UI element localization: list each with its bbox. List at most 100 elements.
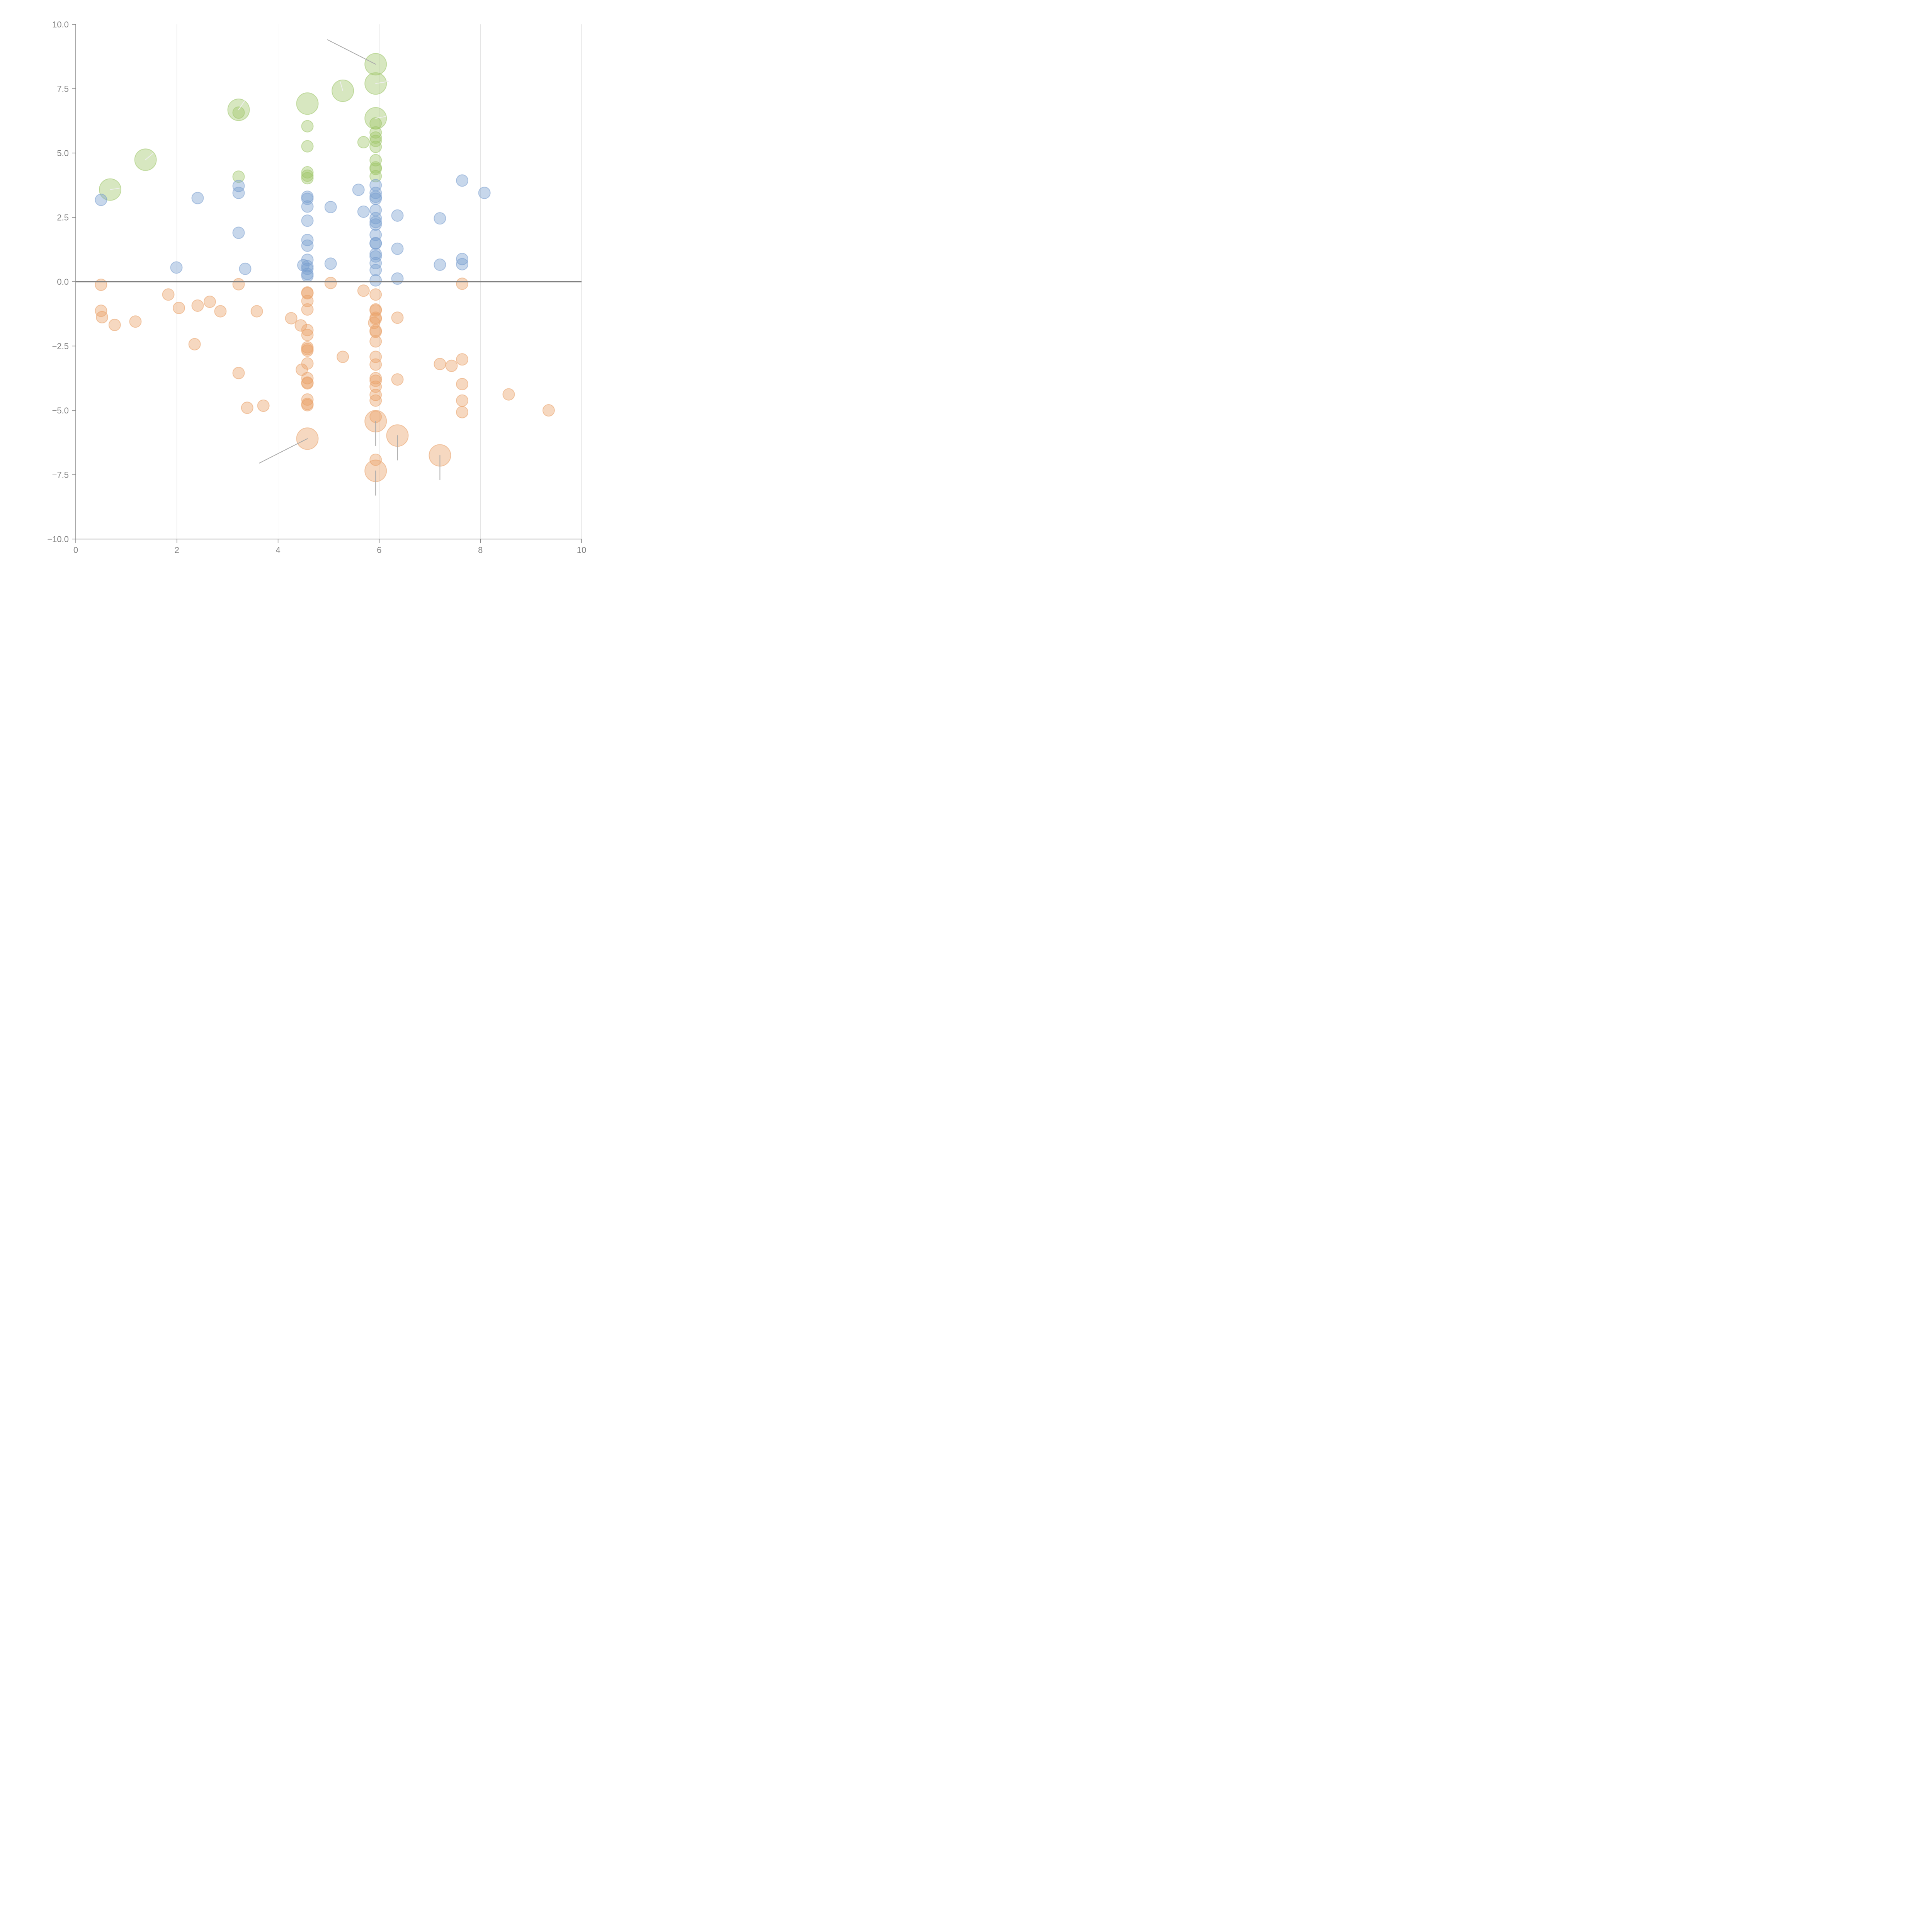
bubble-blue [232,187,245,199]
bubble-green [301,172,314,185]
y-tick-label: 2.5 [57,213,69,223]
axes: −10.0 −7.5 −5.0 −2.5 0.0 2.5 5.0 7.5 10.0 0 2 4 6 8 10 [47,20,586,555]
bubble-orange [203,295,216,308]
bubbles [95,53,555,482]
y-tick-label: −7.5 [52,470,69,480]
y-tick-label: 7.5 [57,84,69,94]
bubble-orange [241,401,253,414]
bubble-blue [369,248,382,260]
bubble-blue [369,192,382,205]
y-tick-label: −10.0 [47,534,69,544]
bubble-orange [368,316,381,329]
bubble-blue [324,257,337,270]
bubble-orange [129,315,142,328]
bubble-blue [357,205,370,218]
bubble-orange [391,311,404,324]
leader-line [259,438,308,464]
bubble-blue [239,262,252,275]
bubble-orange [391,373,404,386]
bubble-orange [162,288,175,301]
x-tick-label: 4 [276,545,280,555]
bubble-orange [369,372,382,384]
bubble-orange [369,311,382,324]
bubble-orange [301,294,314,307]
bubble-orange [301,344,314,357]
bubble-blue [191,192,204,204]
bubble-blue [391,209,404,222]
x-tick-label: 0 [73,545,78,555]
bubble-orange [445,359,458,372]
bubble-orange [502,388,515,401]
bubble-blue [434,212,446,225]
annotation-labels: OS G [400,446,453,481]
bubble-green [369,170,382,182]
bubble-orange [369,325,382,338]
bubble-green [369,126,382,139]
bubble-blue [456,253,469,265]
bubble-blue [324,201,337,213]
bubble-blue [301,214,314,227]
x-tick-label: 6 [377,545,381,555]
x-tick-label: 2 [175,545,179,555]
bubble-blue [301,270,314,282]
y-tick-label: 0.0 [57,277,69,287]
bubble-orange [456,394,469,407]
bubble-orange [369,358,382,371]
bubble-green [301,140,314,153]
bubble-orange [108,318,121,331]
leader-line [327,39,376,65]
bubble-orange [96,311,109,323]
bubble-green [369,131,382,144]
bubble-orange [95,304,107,317]
x-tick-label: 10 [577,545,586,555]
bubble-chart: OS G −10.0 −7.5 −5.0 −2.5 0.0 2.5 5.0 7.5 10.0 0 2 4… [47,20,586,555]
bubble-blue [369,212,382,224]
bubble-orange [214,305,227,318]
leader-line [375,81,389,84]
bubble-green [369,141,382,153]
bubble-orange [232,367,245,379]
bubble-green [301,169,314,182]
leader-line [340,81,344,91]
leader-line [110,188,120,190]
bubble-blue [369,218,382,231]
bubble-orange [301,372,314,384]
bubble-blue [369,216,382,228]
bubble-orange [456,353,469,366]
bubble-green [296,92,319,115]
bubble-orange [301,377,314,390]
bubble-orange [294,319,307,332]
annotation-label: OS [400,446,420,462]
bubble-orange [357,284,370,297]
bubble-blue [369,250,382,263]
bubble-blue [369,237,382,250]
bubble-orange [301,324,314,337]
bubble-orange [173,301,185,314]
bubble-orange [296,363,308,376]
bubble-orange [250,305,263,318]
bubble-orange [369,304,382,317]
y-tick-label: 10.0 [52,20,69,29]
leader-line [375,116,386,119]
bubble-blue [170,261,183,274]
bubble-blue [456,174,469,187]
bubble-orange [232,278,245,291]
bubble-orange [285,312,298,325]
bubble-blue [95,194,107,206]
bubble-green [369,163,382,175]
bubble-blue [301,200,314,213]
bubble-blue [232,180,245,192]
bubble-orange [456,277,469,290]
bubble-orange [542,404,555,417]
bubble-orange [188,338,201,350]
bubble-orange [369,394,382,407]
bubble-orange [369,335,382,348]
leader-line [238,100,245,111]
bubble-orange [434,358,446,371]
bubble-orange [369,288,382,301]
bubble-blue [352,184,365,196]
bubble-green [369,117,382,130]
bubble-orange [257,400,270,412]
bubble-orange [301,303,314,316]
bubble-blue [369,257,382,270]
